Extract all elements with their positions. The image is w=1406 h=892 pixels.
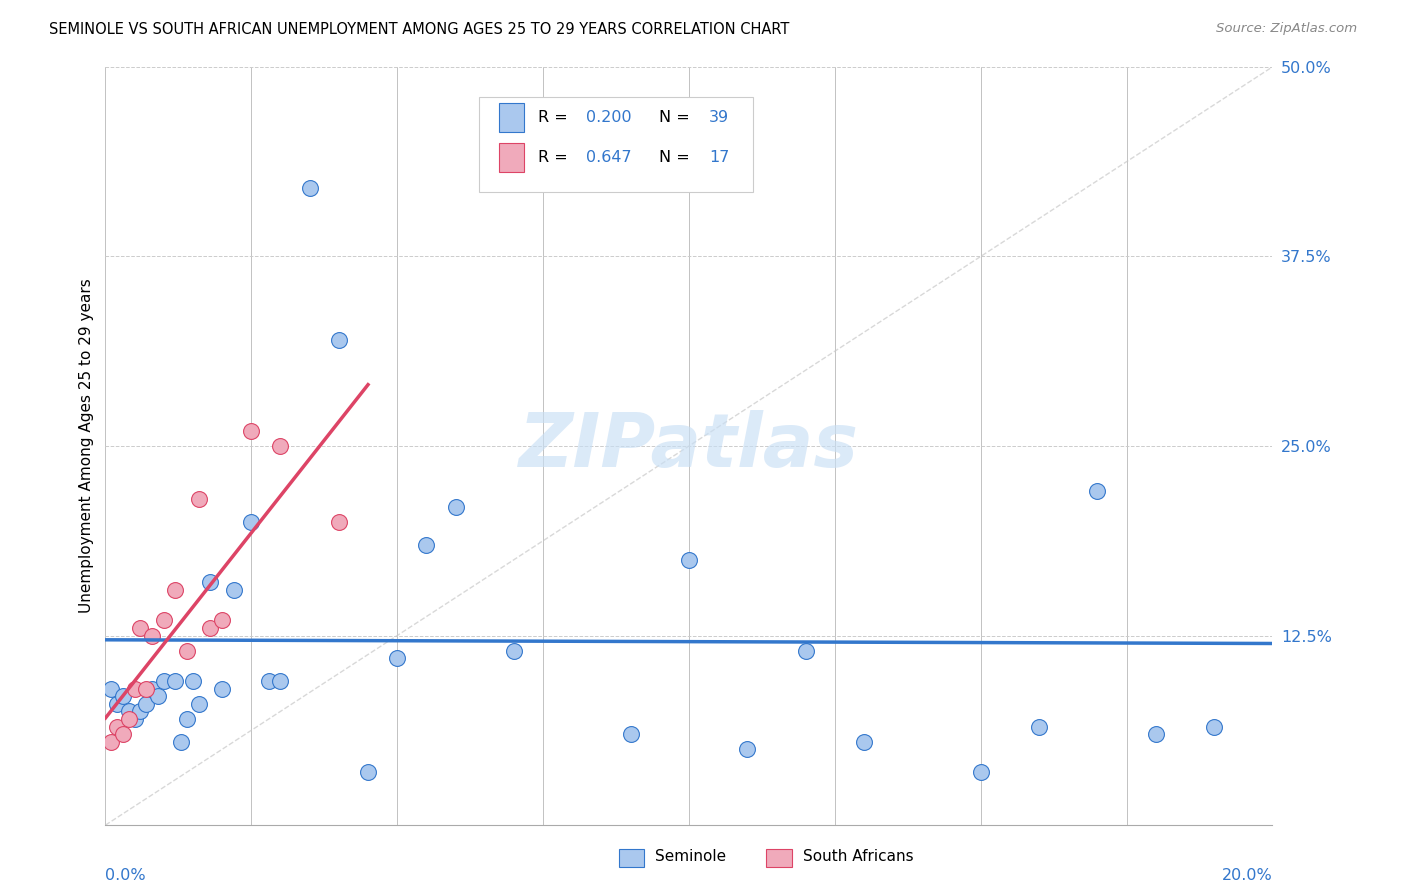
Text: N =: N = <box>658 151 695 165</box>
Text: SEMINOLE VS SOUTH AFRICAN UNEMPLOYMENT AMONG AGES 25 TO 29 YEARS CORRELATION CHA: SEMINOLE VS SOUTH AFRICAN UNEMPLOYMENT A… <box>49 22 790 37</box>
Point <box>141 681 163 696</box>
Point <box>1087 484 1109 499</box>
Point <box>129 705 152 719</box>
Point <box>105 719 128 733</box>
Text: R =: R = <box>538 151 574 165</box>
FancyBboxPatch shape <box>499 103 524 132</box>
Point <box>852 735 875 749</box>
Point <box>118 705 141 719</box>
FancyBboxPatch shape <box>479 97 754 192</box>
Point <box>737 742 759 756</box>
Point <box>181 674 204 689</box>
Point <box>211 614 233 628</box>
Point <box>146 689 169 703</box>
Point <box>1028 719 1050 733</box>
Point <box>165 674 187 689</box>
Point <box>240 424 263 438</box>
Point <box>129 621 152 635</box>
Point <box>153 674 174 689</box>
Point <box>141 628 163 642</box>
Point <box>257 674 280 689</box>
Point <box>100 735 122 749</box>
Point <box>118 712 141 726</box>
Text: N =: N = <box>658 111 695 125</box>
Point <box>176 712 198 726</box>
Point <box>328 515 350 529</box>
Point <box>211 681 233 696</box>
Point <box>561 166 583 180</box>
Point <box>385 651 409 665</box>
Point <box>794 644 817 658</box>
Text: Seminole: Seminole <box>655 849 727 863</box>
Point <box>415 537 437 551</box>
Point <box>100 681 122 696</box>
Point <box>135 681 157 696</box>
Y-axis label: Unemployment Among Ages 25 to 29 years: Unemployment Among Ages 25 to 29 years <box>79 278 94 614</box>
Point <box>298 181 321 195</box>
Text: 0.0%: 0.0% <box>105 868 146 882</box>
Point <box>269 674 292 689</box>
Text: 17: 17 <box>709 151 730 165</box>
Text: 39: 39 <box>709 111 728 125</box>
Point <box>1202 719 1225 733</box>
Point <box>328 333 350 347</box>
Point <box>187 492 209 507</box>
Point <box>187 697 209 711</box>
Text: R =: R = <box>538 111 574 125</box>
Point <box>619 727 641 741</box>
Point <box>111 727 134 741</box>
Point <box>200 575 222 590</box>
Point <box>222 583 245 598</box>
Point <box>678 552 700 567</box>
Point <box>170 735 193 749</box>
Point <box>165 583 187 598</box>
Text: 0.647: 0.647 <box>586 151 631 165</box>
Point <box>240 515 263 529</box>
Text: South Africans: South Africans <box>803 849 914 863</box>
Point <box>111 689 134 703</box>
Text: 0.200: 0.200 <box>586 111 631 125</box>
Point <box>970 765 993 780</box>
Point <box>200 621 222 635</box>
Text: Source: ZipAtlas.com: Source: ZipAtlas.com <box>1216 22 1357 36</box>
Point <box>444 500 467 514</box>
Point <box>1144 727 1167 741</box>
Point <box>269 439 292 453</box>
Point <box>357 765 380 780</box>
Point <box>503 644 526 658</box>
Text: 20.0%: 20.0% <box>1222 868 1272 882</box>
Point <box>105 697 128 711</box>
Point <box>124 712 146 726</box>
Point <box>176 644 198 658</box>
FancyBboxPatch shape <box>499 144 524 172</box>
Point <box>153 614 174 628</box>
Point <box>124 681 146 696</box>
Text: ZIPatlas: ZIPatlas <box>519 409 859 483</box>
Point <box>135 697 157 711</box>
